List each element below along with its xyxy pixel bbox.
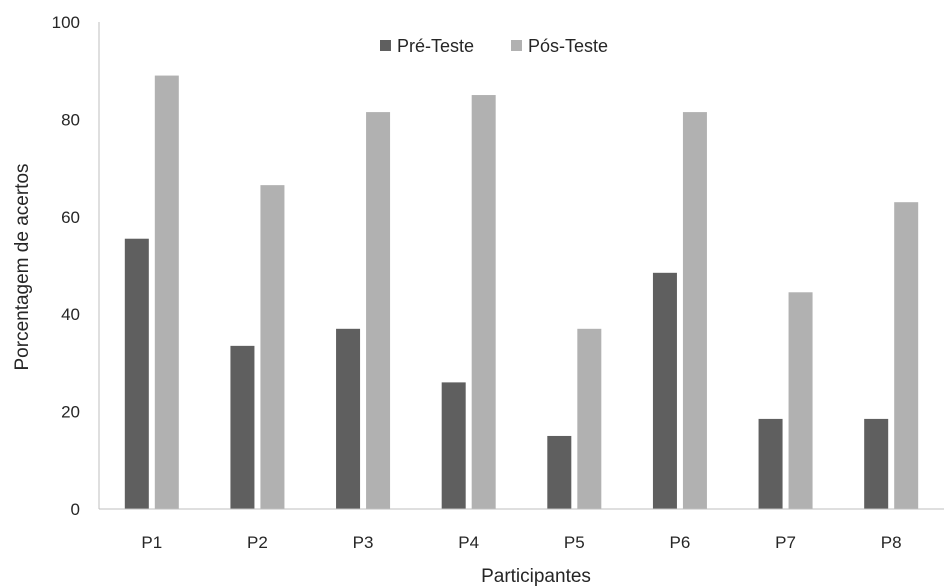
y-tick-label: 0 <box>71 500 80 519</box>
bar-pos-p8 <box>894 202 919 509</box>
bar-pos-p5 <box>577 328 602 509</box>
x-tick-label: P4 <box>458 533 479 552</box>
legend-swatch-pre <box>380 40 391 51</box>
bars <box>124 75 919 510</box>
bar-pos-p4 <box>471 95 496 510</box>
bar-pos-p3 <box>366 112 391 509</box>
x-tick-label: P6 <box>670 533 691 552</box>
legend-swatch-pos <box>511 40 522 51</box>
bar-pre-p3 <box>336 328 361 509</box>
bar-pre-p4 <box>441 382 466 509</box>
legend-label-pos: Pós-Teste <box>528 36 608 56</box>
x-tick-label: P1 <box>141 533 162 552</box>
x-tick-label: P8 <box>881 533 902 552</box>
legend-label-pre: Pré-Teste <box>397 36 474 56</box>
x-axis: P1 P2 P3 P4 P5 P6 P7 P8 <box>99 508 944 552</box>
y-tick-label: 20 <box>61 403 80 422</box>
x-tick-label: P2 <box>247 533 268 552</box>
bar-pos-p7 <box>788 292 813 509</box>
bar-pos-p1 <box>154 75 179 509</box>
y-tick-label: 80 <box>61 110 80 129</box>
y-tick-label: 100 <box>52 13 80 32</box>
bar-pre-p1 <box>124 238 149 509</box>
y-tick-label: 60 <box>61 208 80 227</box>
x-axis-title: Participantes <box>481 566 591 587</box>
bar-pre-p8 <box>864 418 889 509</box>
y-axis-title: Porcentagem de acertos <box>12 163 33 370</box>
x-tick-label: P3 <box>353 533 374 552</box>
y-axis: 0 20 40 60 80 100 <box>52 13 100 519</box>
bar-pos-p6 <box>682 112 707 509</box>
bar-pos-p2 <box>260 185 285 509</box>
bar-pre-p7 <box>758 418 783 509</box>
x-tick-label: P5 <box>564 533 585 552</box>
y-tick-label: 40 <box>61 305 80 324</box>
bar-pre-p6 <box>652 272 677 509</box>
x-tick-label: P7 <box>775 533 796 552</box>
bar-pre-p5 <box>547 435 572 509</box>
legend: Pré-Teste Pós-Teste <box>380 36 608 56</box>
bar-pre-p2 <box>230 345 255 509</box>
